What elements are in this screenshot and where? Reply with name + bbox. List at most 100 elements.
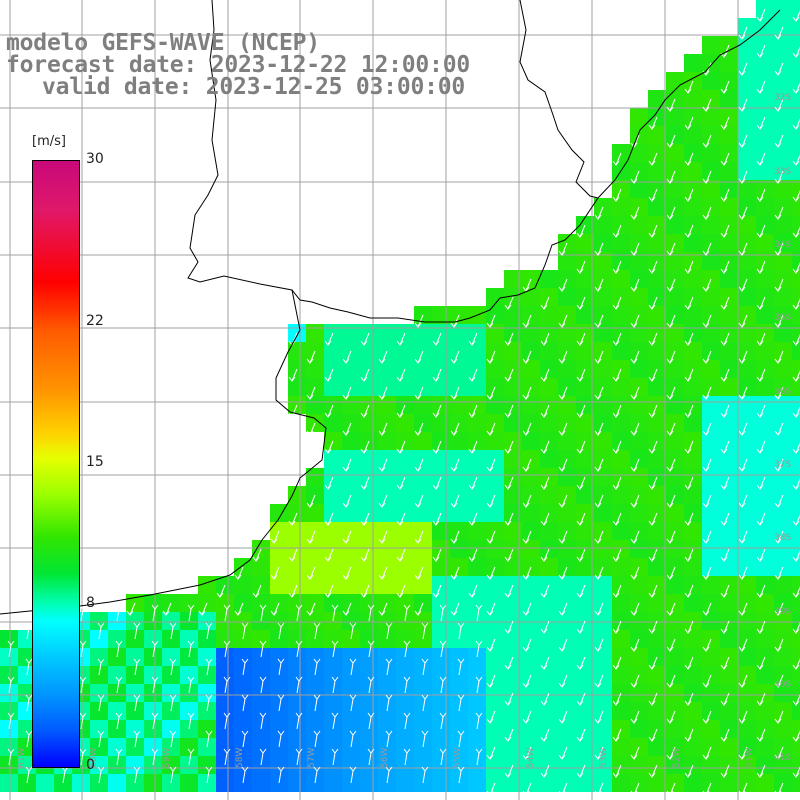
wind-arrow	[468, 476, 478, 490]
wind-cell	[270, 720, 288, 738]
wind-arrow	[558, 746, 568, 760]
wind-arrow	[594, 746, 604, 760]
wind-arrow	[540, 404, 550, 418]
wind-arrow	[594, 602, 604, 616]
wind-cell	[198, 612, 216, 630]
wind-cell	[306, 360, 324, 378]
wind-arrow	[414, 350, 424, 364]
wind-arrow	[450, 566, 460, 580]
wind-cell	[468, 666, 486, 684]
wind-cell	[648, 594, 666, 612]
wind-arrow	[666, 674, 676, 688]
wind-cell	[252, 774, 270, 792]
wind-cell	[414, 504, 432, 522]
wind-arrow	[486, 494, 496, 508]
wind-arrow	[522, 782, 532, 796]
wind-cell	[396, 594, 414, 612]
wind-cell	[702, 684, 720, 702]
wind-arrow	[468, 404, 478, 418]
wind-cell	[432, 558, 450, 576]
wind-cell	[594, 216, 612, 234]
wind-arrow	[421, 658, 429, 676]
wind-arrow	[306, 494, 316, 508]
wind-cell	[450, 612, 468, 630]
wind-cell	[774, 252, 792, 270]
wind-arrow	[594, 206, 604, 220]
wind-cell	[126, 720, 144, 738]
wind-arrow	[576, 224, 586, 238]
wind-arrow	[385, 658, 393, 676]
wind-arrow	[457, 658, 465, 676]
wind-cell	[648, 162, 666, 180]
wind-arrow	[558, 458, 568, 472]
wind-cell	[432, 306, 450, 324]
wind-arrow	[414, 458, 424, 472]
wind-arrow	[558, 350, 568, 364]
wind-cell	[252, 630, 270, 648]
wind-arrow	[576, 692, 586, 706]
wind-cell	[738, 468, 756, 486]
wind-cell	[666, 324, 684, 342]
wind-cell	[378, 432, 396, 450]
wind-cell	[540, 522, 558, 540]
wind-cell	[234, 612, 252, 630]
wind-arrow	[702, 566, 712, 580]
wind-cell	[360, 450, 378, 468]
wind-arrow	[486, 602, 496, 616]
wind-arrow	[738, 242, 748, 256]
wind-arrow	[522, 494, 532, 508]
wind-arrow	[504, 728, 514, 742]
wind-cell	[612, 342, 630, 360]
wind-arrow	[522, 602, 532, 616]
wind-arrow	[684, 440, 694, 454]
wind-cell	[630, 504, 648, 522]
wind-arrow	[702, 314, 712, 328]
colorbar	[32, 160, 80, 768]
wind-cell	[702, 36, 720, 54]
wind-arrow	[648, 440, 658, 454]
wind-cell	[612, 774, 630, 792]
wind-arrow	[594, 566, 604, 580]
wind-cell	[612, 306, 630, 324]
wind-arrow	[360, 512, 370, 526]
wind-cell	[450, 684, 468, 702]
wind-cell	[486, 540, 504, 558]
wind-cell	[576, 522, 594, 540]
wind-cell	[432, 738, 450, 756]
wind-arrow	[720, 80, 730, 94]
wind-cell	[738, 252, 756, 270]
wind-cell	[396, 342, 414, 360]
wind-cell	[558, 684, 576, 702]
wind-cell	[630, 288, 648, 306]
wind-arrow	[774, 206, 784, 220]
wind-cell	[702, 540, 720, 558]
wind-cell	[648, 630, 666, 648]
wind-arrow	[115, 748, 123, 766]
wind-cell	[288, 522, 306, 540]
wind-cell	[774, 612, 792, 630]
wind-cell	[522, 576, 540, 594]
wind-cell	[540, 630, 558, 648]
wind-cell	[486, 288, 504, 306]
wind-cell	[738, 720, 756, 738]
wind-cell	[522, 432, 540, 450]
wind-cell	[702, 324, 720, 342]
wind-arrow	[277, 730, 285, 748]
wind-cell	[630, 540, 648, 558]
wind-arrow	[468, 584, 478, 598]
wind-arrow	[648, 476, 658, 490]
wind-cell	[378, 324, 396, 342]
wind-arrow	[133, 694, 141, 712]
wind-arrow	[349, 658, 357, 676]
wind-cell	[684, 198, 702, 216]
wind-cell	[612, 234, 630, 252]
wind-arrow	[774, 98, 784, 112]
wind-cell	[126, 684, 144, 702]
wind-arrow	[666, 710, 676, 724]
latitude-label: 39S	[774, 607, 791, 617]
wind-cell	[648, 522, 666, 540]
wind-arrow	[259, 604, 267, 622]
wind-cell	[702, 72, 720, 90]
wind-cell	[180, 774, 198, 792]
wind-cell	[396, 450, 414, 468]
